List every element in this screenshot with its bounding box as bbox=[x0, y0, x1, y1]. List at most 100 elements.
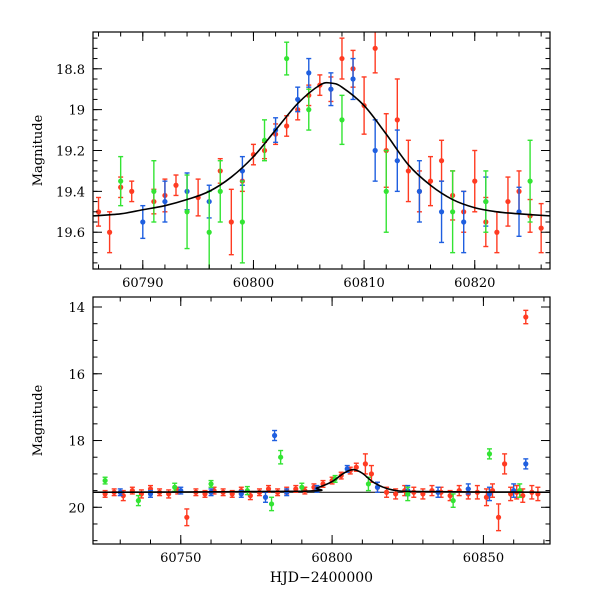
data-point bbox=[502, 461, 508, 467]
data-point bbox=[95, 209, 102, 215]
y-tick-label: 16 bbox=[68, 368, 85, 383]
data-point bbox=[151, 188, 157, 194]
x-tick-label: 60750 bbox=[160, 551, 201, 566]
data-point bbox=[405, 491, 411, 497]
top-panel-lightcurve-zoom: 60790 60800 60810 60820 18.8 19 19.2 19.4 19.6 Ma… bbox=[31, 31, 551, 291]
plot-frame bbox=[92, 31, 551, 270]
data-point bbox=[162, 198, 168, 205]
data-point bbox=[339, 55, 345, 62]
data-point bbox=[228, 219, 234, 225]
data-point bbox=[450, 498, 456, 504]
data-point bbox=[438, 158, 445, 164]
data-point bbox=[339, 117, 345, 123]
data-point bbox=[527, 178, 533, 184]
model-curve bbox=[93, 81, 550, 217]
data-point bbox=[268, 501, 275, 507]
data-point bbox=[262, 494, 269, 500]
model-curve bbox=[93, 468, 550, 494]
data-point bbox=[284, 489, 290, 495]
data-point bbox=[293, 486, 299, 492]
data-point bbox=[140, 219, 146, 225]
data-point bbox=[394, 117, 400, 123]
data-point bbox=[362, 461, 368, 467]
data-point bbox=[483, 198, 489, 205]
x-tick-label: 60800 bbox=[311, 551, 352, 566]
data-point bbox=[523, 461, 529, 467]
data-point bbox=[365, 481, 372, 487]
data-point bbox=[299, 484, 305, 490]
data-point bbox=[523, 314, 529, 320]
plot-data-layer bbox=[93, 309, 550, 532]
y-tick-label: 19.4 bbox=[56, 185, 85, 200]
y-tick-label: 18.8 bbox=[56, 63, 85, 78]
data-point bbox=[206, 229, 212, 235]
bottom-panel-lightcurve-full: 60750 60800 60850 14 16 18 20 Magnitude HJD−2400… bbox=[31, 296, 551, 586]
data-point bbox=[465, 486, 471, 492]
data-point bbox=[271, 432, 278, 439]
data-point bbox=[393, 491, 399, 497]
series-0 bbox=[102, 309, 541, 532]
series-0 bbox=[95, 32, 544, 256]
data-point bbox=[239, 219, 245, 225]
data-point bbox=[295, 96, 301, 103]
data-point bbox=[173, 182, 179, 188]
data-point bbox=[372, 147, 378, 154]
data-point bbox=[350, 76, 356, 82]
x-tick-label: 60800 bbox=[233, 276, 274, 291]
data-point bbox=[184, 209, 190, 215]
data-point bbox=[483, 494, 490, 500]
x-tick-label: 60850 bbox=[463, 551, 504, 566]
data-point bbox=[284, 55, 290, 62]
data-point bbox=[184, 514, 190, 520]
data-point bbox=[495, 514, 502, 520]
x-tick-label: 60790 bbox=[122, 276, 163, 291]
y-tick-label: 20 bbox=[68, 501, 85, 516]
data-point bbox=[472, 178, 478, 184]
data-point bbox=[229, 491, 235, 497]
data-point bbox=[427, 178, 434, 184]
series-2 bbox=[102, 448, 523, 512]
data-point bbox=[208, 481, 214, 487]
data-point bbox=[284, 123, 290, 129]
data-point bbox=[129, 188, 135, 194]
data-point bbox=[538, 225, 544, 231]
data-point bbox=[265, 486, 272, 492]
series-1 bbox=[140, 57, 522, 254]
data-point bbox=[106, 229, 113, 235]
data-point bbox=[275, 489, 281, 495]
data-point bbox=[372, 45, 378, 51]
data-point bbox=[306, 107, 312, 113]
plot-frame bbox=[92, 296, 551, 545]
data-point bbox=[306, 70, 312, 76]
data-point bbox=[420, 491, 426, 497]
y-tick-label: 19.2 bbox=[56, 145, 85, 160]
data-point bbox=[505, 198, 511, 205]
data-point bbox=[353, 464, 359, 470]
y-tick-label: 14 bbox=[68, 301, 85, 316]
data-point bbox=[438, 209, 445, 215]
data-point bbox=[383, 489, 390, 495]
x-tick-label: 60810 bbox=[343, 276, 384, 291]
data-point bbox=[486, 451, 493, 457]
data-point bbox=[120, 493, 126, 499]
series-2 bbox=[118, 41, 533, 269]
plot-data-layer bbox=[93, 32, 550, 269]
y-axis-label: Magnitude bbox=[31, 114, 46, 186]
data-point bbox=[450, 209, 456, 215]
data-point bbox=[172, 484, 178, 490]
data-point bbox=[328, 86, 334, 92]
data-point bbox=[247, 493, 253, 499]
data-point bbox=[278, 454, 284, 460]
y-tick-label: 18 bbox=[68, 435, 85, 450]
x-axis-label: HJD−2400000 bbox=[270, 570, 373, 586]
data-point bbox=[461, 219, 467, 225]
y-tick-label: 19 bbox=[68, 104, 85, 119]
data-point bbox=[368, 471, 375, 477]
data-point bbox=[416, 188, 423, 194]
data-point bbox=[102, 477, 108, 484]
data-point bbox=[394, 158, 400, 164]
y-axis-label: Magnitude bbox=[31, 384, 46, 456]
data-point bbox=[383, 188, 389, 194]
